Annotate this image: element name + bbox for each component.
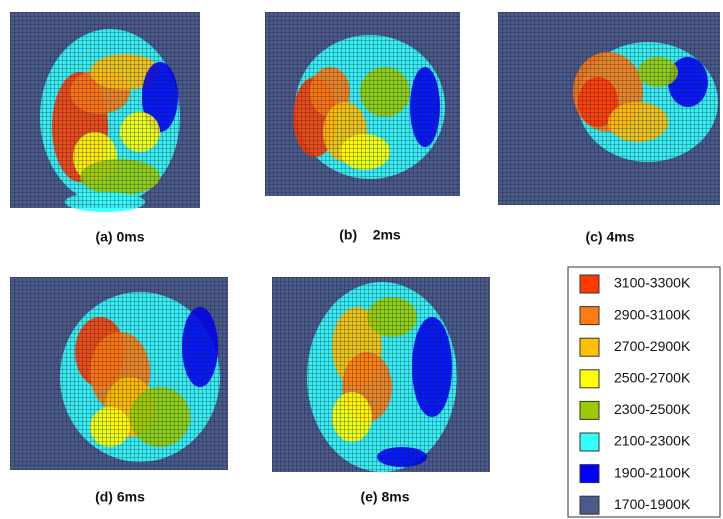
panel-label: (c) 4ms xyxy=(585,229,634,245)
mesh-overlay xyxy=(272,277,490,472)
legend-swatch xyxy=(579,432,600,452)
legend-label: 2900-3100K xyxy=(614,306,691,322)
panel-label: (d) 6ms xyxy=(95,489,145,505)
temperature-panel xyxy=(272,277,490,472)
legend-swatch xyxy=(579,464,600,484)
temperature-panel xyxy=(10,12,200,212)
panel-label: (b) 2ms xyxy=(339,227,401,243)
legend-label: 2300-2500K xyxy=(614,401,691,417)
temperature-panel xyxy=(265,12,460,196)
mesh-overlay xyxy=(265,12,460,196)
mesh-overlay xyxy=(498,12,720,205)
mesh-overlay xyxy=(10,12,200,208)
panel-label: (e) 8ms xyxy=(360,489,409,505)
temperature-panel xyxy=(498,12,720,205)
legend-label: 2100-2300K xyxy=(614,433,691,449)
legend-swatch xyxy=(579,337,600,357)
mesh-overlay xyxy=(10,277,228,470)
legend-label: 1700-1900K xyxy=(614,496,691,512)
legend-label: 3100-3300K xyxy=(614,275,691,291)
legend-swatch xyxy=(579,369,600,389)
legend-label: 1900-2100K xyxy=(614,464,691,480)
legend-swatch xyxy=(579,274,600,294)
legend-swatch xyxy=(579,495,600,515)
legend-label: 2500-2700K xyxy=(614,370,691,386)
legend-swatch xyxy=(579,306,600,326)
legend-label: 2700-2900K xyxy=(614,338,691,354)
panel-label: (a) 0ms xyxy=(95,229,144,245)
legend-swatch xyxy=(579,400,600,420)
temperature-panel xyxy=(10,277,228,470)
